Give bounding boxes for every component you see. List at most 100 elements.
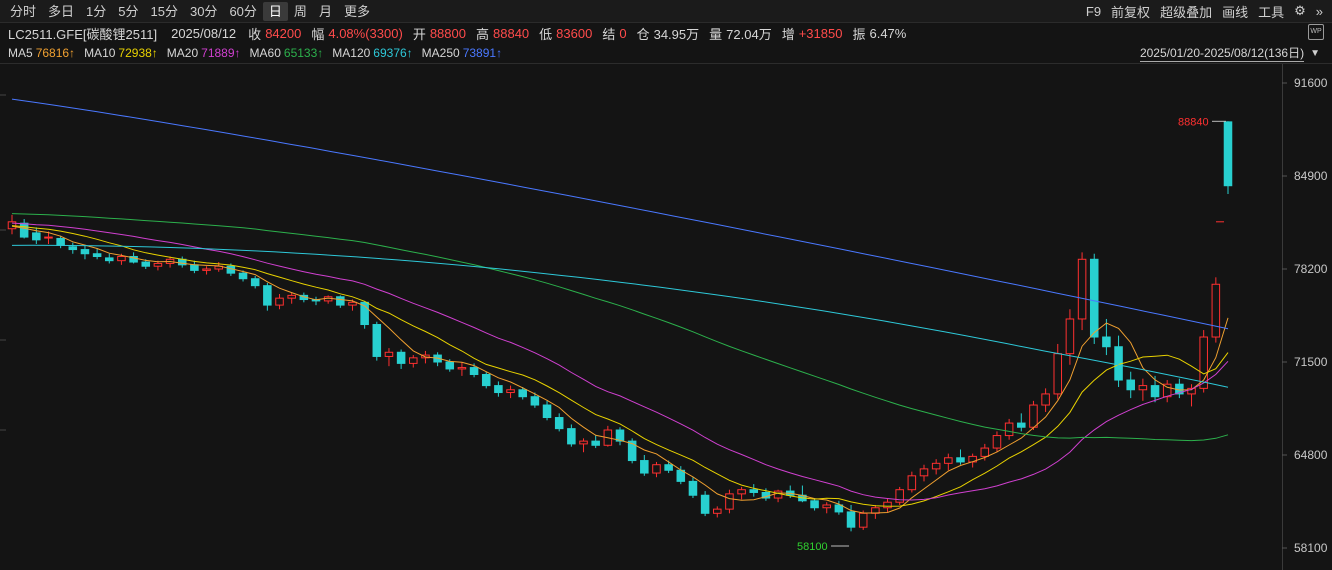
candle-body — [1150, 385, 1160, 398]
y-tick-label: 78200 — [1294, 262, 1328, 276]
candle-body — [554, 417, 564, 430]
amplitude-label: 振 — [852, 26, 866, 42]
period-tab[interactable]: 15分 — [150, 3, 178, 19]
ma120-line — [11, 244, 1229, 388]
high-marker-label: 88840 — [1178, 116, 1209, 128]
candle-body — [725, 493, 734, 510]
period-tab[interactable]: 分时 — [10, 3, 37, 19]
f9-button[interactable]: F9 — [1085, 3, 1102, 19]
candle-body — [895, 489, 904, 503]
candle-body — [153, 262, 163, 267]
draw-button[interactable]: 画线 — [1222, 4, 1249, 20]
settle-value: 0 — [619, 25, 627, 41]
ma-legend-item: MA20 71889↑ — [167, 46, 241, 60]
period-tab[interactable]: 60分 — [229, 3, 257, 19]
candle-body — [1089, 258, 1099, 338]
candle-body — [360, 301, 369, 326]
period-tab[interactable]: 5分 — [118, 3, 139, 19]
candle-body — [956, 457, 965, 463]
ma-legend-item: MA5 76816↑ — [8, 46, 75, 60]
candle-body — [275, 297, 284, 306]
candle-body — [664, 464, 673, 471]
open-value: 88800 — [429, 25, 466, 41]
candle-body — [834, 504, 844, 513]
date-range-selector[interactable]: 2025/01/20-2025/08/12(136日) ▼ — [1139, 44, 1320, 62]
candle-body — [494, 385, 503, 394]
period-tab[interactable]: 月 — [318, 3, 332, 19]
amplitude-value: 6.47% — [869, 25, 907, 41]
candle-body — [579, 440, 588, 445]
symbol-name: LC2511.GFE[碳酸锂2511] — [8, 26, 158, 42]
candle-body — [19, 222, 29, 238]
candle-body — [992, 435, 1002, 449]
open-label: 开 — [412, 26, 426, 42]
overlay-button[interactable]: 超级叠加 — [1160, 4, 1213, 20]
dropdown-triangle-icon[interactable]: ▼ — [1310, 47, 1320, 59]
oi-change-label: 增 — [781, 26, 795, 42]
candle-body — [506, 389, 515, 394]
candle-body — [1199, 336, 1208, 389]
candle-body — [1126, 379, 1135, 391]
period-tab[interactable]: 30分 — [189, 3, 218, 19]
candle-body — [457, 367, 467, 370]
candle-body — [652, 464, 661, 474]
wp-icon[interactable]: WP — [1308, 24, 1324, 40]
period-tab[interactable]: 周 — [293, 3, 307, 19]
tools-button[interactable]: 工具 — [1258, 4, 1285, 20]
candle-body — [749, 489, 759, 493]
candle-body — [396, 351, 406, 364]
candle-body — [737, 489, 746, 495]
high-value: 88840 — [493, 25, 530, 41]
y-tick-label: 91600 — [1294, 76, 1328, 90]
candle-body — [591, 440, 600, 446]
candle-body — [421, 354, 430, 359]
date-range-text[interactable]: 2025/01/20-2025/08/12(136日) — [1139, 46, 1305, 62]
ma-value: 72938↑ — [118, 46, 158, 60]
ma-name: MA5 — [8, 46, 33, 60]
candle-body — [80, 249, 90, 255]
low-marker-label: 58100 — [797, 541, 828, 553]
ma-legend: MA5 76816↑ MA10 72938↑ MA20 71889↑ MA60 65133↑ M… — [8, 44, 511, 62]
candle-body — [44, 236, 53, 239]
oi-value: 34.95万 — [653, 26, 700, 42]
ma-legend-item: MA60 65133↑ — [250, 46, 324, 60]
candle-body — [56, 237, 65, 246]
candle-body — [530, 396, 540, 406]
adjust-button[interactable]: 前复权 — [1111, 4, 1151, 20]
settings-gear-icon[interactable]: ⚙ — [1294, 3, 1306, 18]
candle-body — [773, 490, 783, 499]
candle-body — [858, 512, 868, 528]
y-tick-label: 84900 — [1294, 169, 1328, 183]
ma-line — [11, 213, 1229, 442]
candle-body — [348, 301, 357, 306]
ma250-line — [11, 98, 1229, 330]
ma-name: MA20 — [166, 46, 199, 60]
candle-body — [481, 373, 491, 387]
candle-body — [250, 278, 260, 287]
period-tab[interactable]: 1分 — [86, 3, 107, 19]
quote-date: 2025/08/12 — [171, 25, 237, 41]
ma-line — [11, 222, 1229, 501]
expand-chevron-icon[interactable]: » — [1315, 3, 1323, 19]
period-tab[interactable]: 多日 — [48, 3, 75, 19]
candle-body — [32, 232, 41, 241]
ma-value: 65133↑ — [283, 46, 324, 60]
volume-label: 量 — [709, 26, 723, 42]
period-tab[interactable]: 日 — [262, 1, 288, 21]
candle-body — [713, 508, 722, 514]
candle-body — [1041, 393, 1050, 406]
oi-label: 仓 — [636, 26, 650, 42]
period-tab[interactable]: 更多 — [343, 3, 370, 19]
candle-body — [810, 500, 819, 509]
candle-body — [409, 357, 418, 364]
close-value: 84200 — [265, 25, 302, 41]
candle-body — [1004, 422, 1014, 437]
candle-body — [919, 468, 929, 477]
candle-body — [980, 447, 990, 457]
candle-body — [1102, 336, 1111, 348]
ma-legend-item: MA10 72938↑ — [84, 46, 158, 60]
ma-value: 71889↑ — [201, 46, 241, 60]
candle-body — [700, 494, 710, 514]
ma-legend-item: MA120 69376↑ — [332, 46, 412, 60]
